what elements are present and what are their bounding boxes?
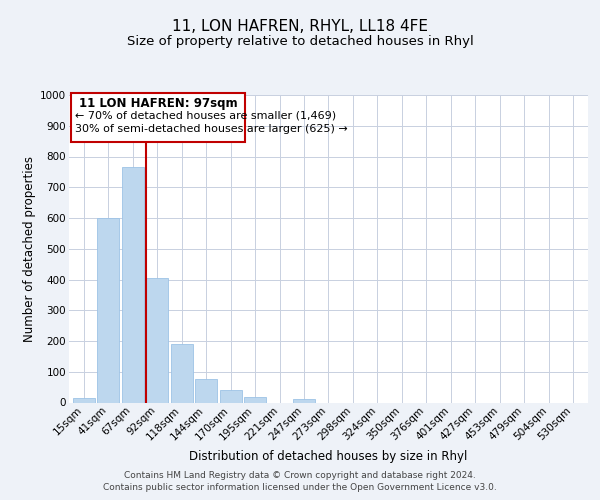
Bar (122, 168, 143, 402)
Bar (244, 397, 266, 402)
Text: ← 70% of detached houses are smaller (1,469): ← 70% of detached houses are smaller (1,… (75, 110, 336, 120)
Text: 11, LON HAFREN, RHYL, LL18 4FE: 11, LON HAFREN, RHYL, LL18 4FE (172, 19, 428, 34)
Bar (195, 378, 217, 402)
Text: Size of property relative to detached houses in Rhyl: Size of property relative to detached ho… (127, 34, 473, 48)
Y-axis label: Number of detached properties: Number of detached properties (23, 156, 36, 342)
X-axis label: Distribution of detached houses by size in Rhyl: Distribution of detached houses by size … (190, 450, 467, 464)
Bar (97, 218, 119, 402)
Bar (170, 344, 193, 403)
Bar (71, 94, 245, 142)
Text: Contains HM Land Registry data © Crown copyright and database right 2024.: Contains HM Land Registry data © Crown c… (124, 472, 476, 480)
Bar (73, 398, 95, 402)
Bar (146, 278, 168, 402)
Text: 11 LON HAFREN: 97sqm: 11 LON HAFREN: 97sqm (79, 96, 238, 110)
Bar (220, 390, 242, 402)
Bar (293, 399, 315, 402)
Text: Contains public sector information licensed under the Open Government Licence v3: Contains public sector information licen… (103, 483, 497, 492)
Text: 30% of semi-detached houses are larger (625) →: 30% of semi-detached houses are larger (… (75, 124, 348, 134)
